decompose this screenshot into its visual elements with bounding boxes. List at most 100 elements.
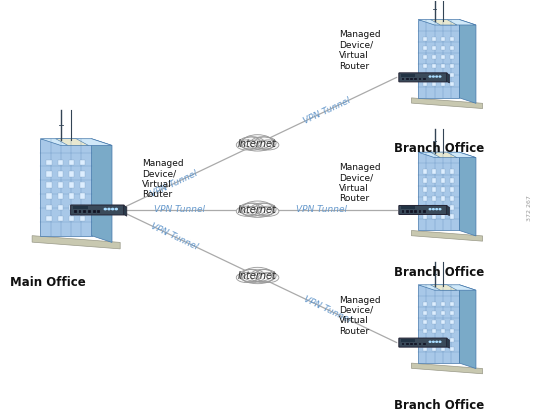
Bar xyxy=(441,37,446,41)
Bar xyxy=(441,320,446,324)
Bar xyxy=(69,193,74,199)
Polygon shape xyxy=(124,206,127,216)
Polygon shape xyxy=(431,152,457,158)
Text: Managed
Device/
Virtual
Router: Managed Device/ Virtual Router xyxy=(339,30,381,71)
Ellipse shape xyxy=(239,203,261,215)
Bar xyxy=(406,210,409,213)
Bar xyxy=(46,193,52,199)
Bar xyxy=(423,188,427,192)
Bar xyxy=(46,182,52,188)
Bar xyxy=(441,188,446,192)
Circle shape xyxy=(435,75,438,78)
Ellipse shape xyxy=(243,201,272,215)
Polygon shape xyxy=(32,236,120,249)
Circle shape xyxy=(107,208,111,210)
Bar xyxy=(432,214,436,219)
Bar xyxy=(410,343,413,345)
Ellipse shape xyxy=(240,269,265,282)
Bar xyxy=(423,178,427,183)
Bar xyxy=(432,196,436,201)
Text: Branch Office: Branch Office xyxy=(393,399,484,411)
Bar xyxy=(432,188,436,192)
Ellipse shape xyxy=(243,272,272,284)
Text: VPN Tunnel: VPN Tunnel xyxy=(154,206,205,215)
Bar xyxy=(441,338,446,342)
Bar xyxy=(58,171,63,176)
Bar xyxy=(423,78,425,80)
FancyBboxPatch shape xyxy=(399,73,447,82)
Ellipse shape xyxy=(250,269,275,282)
Bar xyxy=(441,64,446,68)
Bar xyxy=(69,182,74,188)
Bar xyxy=(58,160,63,166)
Ellipse shape xyxy=(254,137,276,149)
Bar xyxy=(432,37,436,41)
Bar xyxy=(423,55,427,59)
Bar xyxy=(450,320,455,324)
Bar xyxy=(450,347,455,352)
Bar xyxy=(80,216,85,221)
Bar xyxy=(415,210,417,213)
Bar xyxy=(72,206,88,209)
Ellipse shape xyxy=(258,206,279,216)
Bar xyxy=(80,193,85,199)
Circle shape xyxy=(115,208,118,210)
Bar xyxy=(423,169,427,174)
Bar xyxy=(441,55,446,59)
Circle shape xyxy=(432,75,435,78)
Polygon shape xyxy=(41,139,92,236)
Bar xyxy=(423,196,427,201)
Bar xyxy=(423,347,427,352)
Bar xyxy=(450,329,455,333)
Polygon shape xyxy=(418,20,459,98)
Text: Managed
Device/
Virtual
Router: Managed Device/ Virtual Router xyxy=(142,159,184,199)
Bar xyxy=(432,329,436,333)
Bar xyxy=(402,343,405,345)
Bar xyxy=(432,82,436,86)
Bar xyxy=(450,178,455,183)
Bar xyxy=(450,311,455,315)
Polygon shape xyxy=(459,20,476,103)
Text: VPN Tunnel: VPN Tunnel xyxy=(302,295,352,324)
Bar xyxy=(450,302,455,306)
Bar xyxy=(432,169,436,174)
Bar xyxy=(74,210,77,213)
Bar xyxy=(423,311,427,315)
Bar xyxy=(46,160,52,166)
Circle shape xyxy=(432,208,435,210)
Bar xyxy=(402,78,405,80)
Text: Internet: Internet xyxy=(238,271,277,281)
Bar xyxy=(423,320,427,324)
Bar xyxy=(450,73,455,77)
Bar xyxy=(450,37,455,41)
FancyBboxPatch shape xyxy=(399,206,447,215)
Circle shape xyxy=(435,208,438,210)
Bar xyxy=(450,188,455,192)
Circle shape xyxy=(435,341,438,343)
Bar xyxy=(441,311,446,315)
Text: Branch Office: Branch Office xyxy=(393,266,484,279)
Circle shape xyxy=(429,75,432,78)
Bar xyxy=(423,343,425,345)
Bar xyxy=(432,206,436,210)
Polygon shape xyxy=(431,285,457,290)
Circle shape xyxy=(432,341,435,343)
Circle shape xyxy=(429,341,432,343)
Bar xyxy=(46,216,52,221)
Polygon shape xyxy=(411,230,482,241)
Bar xyxy=(450,169,455,174)
Bar xyxy=(69,205,74,210)
Bar xyxy=(80,205,85,210)
Polygon shape xyxy=(447,206,449,215)
Bar xyxy=(406,78,409,80)
Bar xyxy=(432,64,436,68)
Bar xyxy=(69,160,74,166)
Circle shape xyxy=(439,341,441,343)
Bar xyxy=(441,214,446,219)
Bar xyxy=(415,78,417,80)
Circle shape xyxy=(439,208,441,210)
Text: VPN Tunnel: VPN Tunnel xyxy=(149,168,199,198)
Bar xyxy=(441,178,446,183)
Bar xyxy=(432,311,436,315)
Bar xyxy=(46,171,52,176)
